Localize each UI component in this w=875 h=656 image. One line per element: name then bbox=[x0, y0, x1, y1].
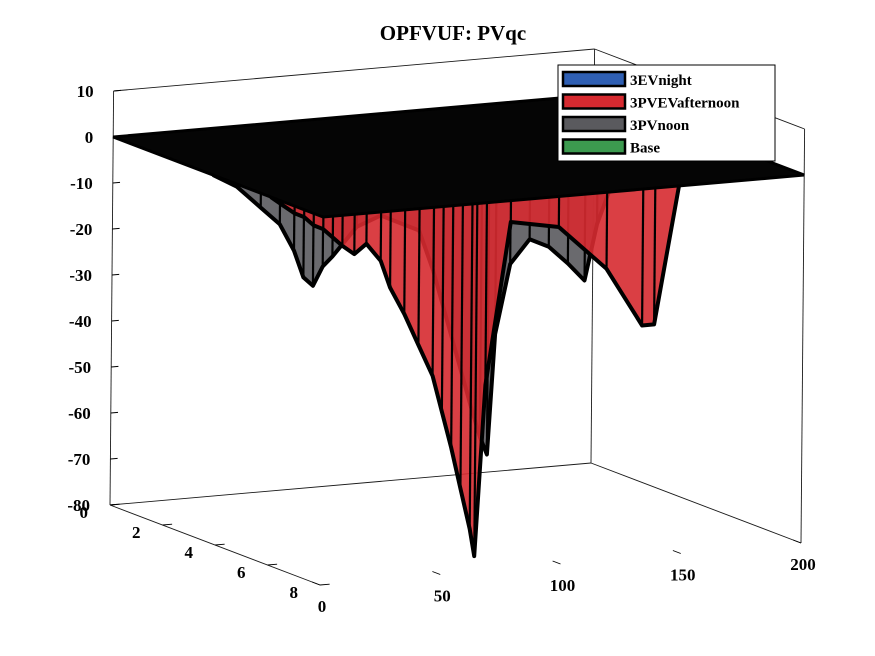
legend-swatch-0 bbox=[561, 70, 627, 88]
series-edge-pvevafternoon-13 bbox=[417, 183, 421, 345]
y-tick-mark-2 bbox=[214, 543, 225, 546]
x-tick-label-1: 50 bbox=[434, 587, 451, 606]
z-tick-label-1: 0 bbox=[85, 128, 94, 147]
z-tick-label-6: -50 bbox=[69, 358, 92, 377]
axis-box-line-6 bbox=[590, 462, 802, 544]
z-tick-mark-2 bbox=[112, 181, 121, 184]
x-tick-mark-1 bbox=[432, 571, 441, 575]
series-edge-pvevafternoon-24 bbox=[640, 164, 645, 326]
legend-label-0: 3EVnight bbox=[630, 73, 692, 89]
series-edge-pvevafternoon-17 bbox=[459, 180, 465, 489]
series-edge-pvevafternoon-15 bbox=[440, 181, 445, 412]
x-tick-mark-2 bbox=[552, 560, 561, 565]
y-tick-label-3: 6 bbox=[237, 563, 246, 582]
z-tick-label-2: -10 bbox=[70, 174, 93, 193]
z-tick-label-9: -80 bbox=[67, 496, 90, 515]
axis-box-line-1 bbox=[113, 48, 595, 92]
z-tick-label-0: 10 bbox=[77, 82, 94, 101]
x-tick-mark-0 bbox=[311, 581, 321, 586]
series-edge-pvevafternoon-20 bbox=[484, 178, 489, 386]
legend-swatch-2 bbox=[561, 115, 627, 133]
series-edge-pvevafternoon-25 bbox=[653, 163, 657, 325]
legend-swatch-3 bbox=[561, 138, 627, 155]
z-tick-label-7: -60 bbox=[68, 404, 91, 423]
legend-label-2: 3PVnoon bbox=[630, 118, 690, 134]
z-tick-mark-1 bbox=[113, 135, 121, 138]
series-edge-pvevafternoon-19 bbox=[473, 178, 479, 557]
z-tick-mark-7 bbox=[110, 411, 119, 414]
y-tick-label-0: 0 bbox=[80, 503, 89, 522]
z-tick-mark-3 bbox=[112, 227, 120, 230]
z-tick-mark-9 bbox=[109, 503, 118, 506]
axis-box-line-0 bbox=[109, 90, 115, 506]
legend-label-3: Base bbox=[630, 141, 660, 157]
axis-box-line-5 bbox=[109, 462, 592, 506]
y-tick-mark-1 bbox=[162, 523, 173, 526]
z-tick-mark-4 bbox=[111, 273, 120, 276]
x-tick-label-0: 0 bbox=[318, 597, 327, 616]
y-tick-label-4: 8 bbox=[290, 583, 299, 602]
x-tick-mark-4 bbox=[792, 539, 802, 544]
z-tick-label-3: -20 bbox=[70, 220, 93, 239]
series-outline-pvevafternoon bbox=[269, 155, 729, 559]
x-tick-label-3: 150 bbox=[670, 566, 696, 585]
legend-label-1: 3PVEVafternoon bbox=[630, 96, 740, 112]
z-tick-mark-6 bbox=[111, 365, 119, 368]
x-tick-label-2: 100 bbox=[550, 576, 576, 595]
y-tick-mark-4 bbox=[319, 583, 330, 586]
z-tick-mark-5 bbox=[111, 319, 119, 322]
z-tick-label-4: -30 bbox=[69, 266, 92, 285]
x-tick-mark-3 bbox=[672, 550, 681, 554]
y-tick-label-2: 4 bbox=[185, 543, 194, 562]
axis-ticks: 05010015020002468100-10-20-30-40-50-60-7… bbox=[67, 82, 815, 616]
axis-box-line-3 bbox=[800, 128, 806, 544]
legend-swatch-1 bbox=[561, 93, 627, 110]
y-tick-mark-3 bbox=[267, 563, 278, 566]
x-tick-label-4: 200 bbox=[790, 555, 816, 574]
series-fill-pvevafternoon bbox=[270, 157, 728, 557]
y-tick-label-1: 2 bbox=[132, 523, 141, 542]
z-tick-mark-8 bbox=[110, 457, 118, 460]
z-tick-label-5: -40 bbox=[69, 312, 92, 331]
z-tick-mark-0 bbox=[113, 89, 121, 92]
chart-title: OPFVUF: PVqc bbox=[380, 21, 526, 45]
series-edge-pvevafternoon-14 bbox=[431, 182, 436, 376]
series-edge-pvevafternoon-18 bbox=[468, 179, 474, 529]
legend: 3EVnight 3PVEVafternoon 3PVnoon Base bbox=[557, 64, 776, 162]
series-edge-pvevafternoon-16 bbox=[450, 181, 455, 448]
z-tick-label-8: -70 bbox=[68, 450, 91, 469]
